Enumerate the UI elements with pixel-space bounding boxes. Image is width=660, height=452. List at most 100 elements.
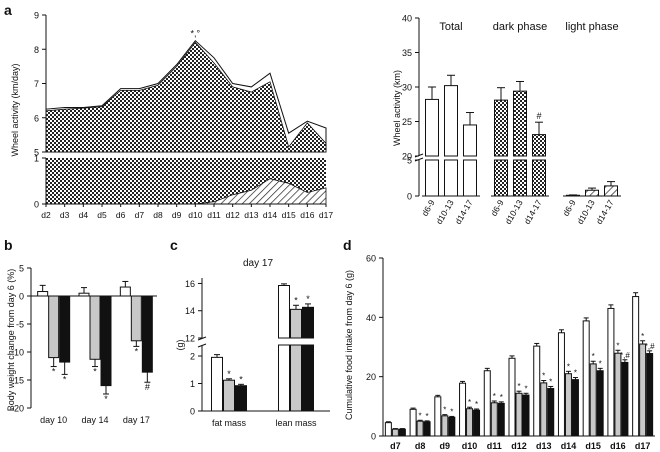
x-tick-label: d12 (511, 441, 527, 451)
group-title: dark phase (493, 21, 547, 33)
significance-mark: * (574, 369, 577, 378)
chart-a-wheel-activity-daily: 5 6 7 8 9 0 1 d2 d3 d4 d5 d6 d7 d8 d9 d10 d11 d12 d13 d14 d1… (10, 11, 333, 221)
y-tick-label: 20 (402, 152, 412, 162)
x-tick-label: d7 (135, 210, 145, 220)
y-tick-label: 1 (190, 379, 195, 389)
x-tick-label: d9 (440, 441, 451, 451)
chart-a-wheel-activity-phases: 0 520 25 30 35 40 Wheel activity (km) Total d6-9… (392, 14, 621, 226)
bar (89, 295, 101, 360)
y-tick-label: -5 (16, 320, 24, 330)
bar (532, 134, 546, 157)
x-tick-label: d14 (561, 441, 577, 451)
significance-mark: * (493, 392, 496, 401)
bar (473, 409, 481, 437)
x-tick-label: d8 (153, 210, 163, 220)
x-tick-label: d14 (263, 210, 277, 220)
x-tick-label: d13 (244, 210, 258, 220)
significance-mark: * (616, 341, 619, 350)
x-tick-label: d12 (226, 210, 240, 220)
axis-break (197, 343, 207, 348)
significance-mark: * (641, 332, 644, 341)
x-tick-label: d6-9 (489, 198, 506, 218)
group-title: Total (439, 21, 462, 33)
x-tick-label: d10 (188, 210, 202, 220)
significance-mark: * (63, 374, 67, 384)
bar (621, 361, 629, 437)
panel-label-d: d (343, 237, 352, 253)
bar (37, 291, 49, 297)
bar (459, 382, 467, 437)
y-tick-label: 60 (366, 254, 376, 264)
significance-mark: * (426, 412, 429, 421)
significance-mark: # (145, 382, 150, 392)
bar (497, 402, 505, 437)
bar (463, 124, 477, 157)
bar-lower (513, 159, 527, 197)
bar (278, 285, 290, 339)
y-tick-label: 7 (34, 79, 39, 89)
x-tick-label: day 17 (123, 415, 150, 425)
bar (141, 295, 153, 373)
y-tick-label: 35 (402, 48, 412, 58)
bar (522, 394, 530, 437)
panel-label-a: a (4, 2, 12, 18)
chart-b-body-weight: -20 -15 -10 -5 0 5 * * * * * # day 10 day 14 day 17 Bod… (6, 264, 157, 425)
significance-mark: * (500, 393, 503, 402)
significance-mark: * (294, 295, 298, 305)
significance-mark: * (135, 346, 139, 356)
bar (571, 379, 579, 437)
bar (466, 408, 474, 437)
y-tick-label: -20 (11, 404, 24, 414)
x-tick-label: d16 (300, 210, 314, 220)
bar (119, 286, 131, 297)
significance-mark: * (475, 400, 478, 409)
y-tick-label: 0 (371, 432, 376, 442)
x-tick-label: d6 (116, 210, 126, 220)
x-tick-label: d14-17 (594, 198, 616, 226)
x-tick-label: d10 (462, 441, 478, 451)
x-tick-label: d14-17 (453, 198, 475, 226)
bar (604, 185, 618, 197)
x-tick-label: d11 (487, 441, 502, 451)
bar (490, 402, 498, 437)
bar (513, 90, 527, 157)
y-tick-label: -15 (11, 376, 24, 386)
y-tick-label: 30 (402, 83, 412, 93)
significance-mark: * (450, 407, 453, 416)
bar (290, 308, 302, 339)
bar (557, 332, 565, 437)
bar-lower (444, 159, 458, 197)
x-tick-label: d13 (536, 441, 552, 451)
bar (48, 295, 60, 359)
bar (564, 373, 572, 437)
bar (59, 295, 71, 363)
bar (589, 363, 597, 437)
y-tick-label: 5 (34, 148, 39, 158)
y-tick-label: 6 (34, 113, 39, 123)
significance-mark: * (52, 367, 56, 377)
significance-mark: * (104, 394, 108, 404)
panel-label-b: b (4, 237, 13, 253)
bar-lower (302, 344, 314, 412)
bar (434, 396, 442, 437)
significance-mark: * (93, 367, 97, 377)
x-tick-label: d7 (390, 441, 401, 451)
x-tick-label: lean mass (275, 418, 317, 428)
bar (582, 320, 590, 437)
y-tick-label: 0 (34, 200, 39, 210)
bar (540, 382, 548, 437)
y-tick-label: 14 (185, 306, 195, 316)
bar (639, 343, 647, 437)
y-tick-label: 5 (19, 264, 24, 274)
bar-lower (463, 159, 477, 197)
y-tick-label: 2 (190, 352, 195, 362)
x-tick-label: d15 (282, 210, 296, 220)
bar (515, 392, 523, 437)
x-tick-label: d16 (610, 441, 626, 451)
x-tick-label: d17 (635, 441, 651, 451)
x-tick-label: d17 (319, 210, 333, 220)
x-tick-label: day 14 (81, 415, 108, 425)
significance-mark: * (549, 377, 552, 386)
bar (223, 379, 235, 412)
